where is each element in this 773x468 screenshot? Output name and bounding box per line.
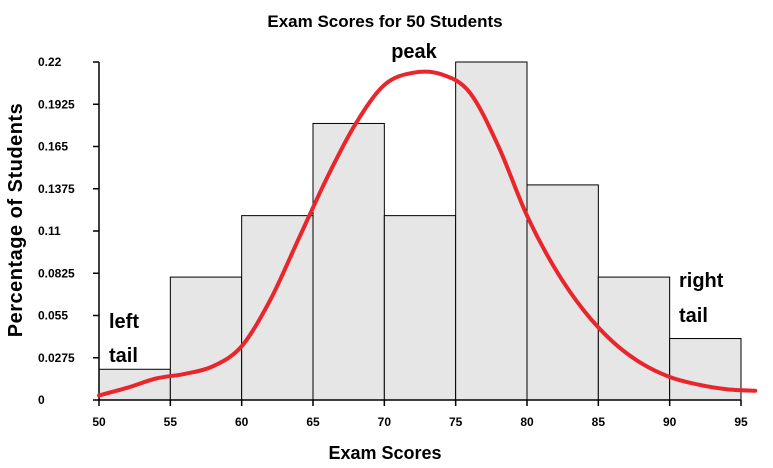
y-tick-label-0: 0 — [38, 393, 45, 407]
y-tick-label-3: 0.0825 — [38, 266, 75, 280]
x-tick-label-4: 70 — [378, 415, 392, 429]
x-tick-label-2: 60 — [235, 415, 249, 429]
histogram-bars — [98, 61, 742, 401]
histogram-bar-60-65 — [241, 215, 314, 401]
histogram-bar-75-80 — [455, 61, 528, 401]
x-tick-label-0: 50 — [92, 415, 106, 429]
annotation-right-tail-line1: right — [679, 270, 724, 292]
y-ticks: 0 0.0275 0.055 0.0825 0.11 0.1375 0.165 0.1925 0… — [38, 55, 99, 407]
annotation-right-tail-line2: tail — [679, 305, 708, 327]
x-tick-label-3: 65 — [306, 415, 320, 429]
y-tick-label-5: 0.1375 — [38, 182, 75, 196]
x-ticks: 50 55 60 65 70 75 80 85 90 95 — [92, 400, 748, 429]
x-axis-label: Exam Scores — [328, 443, 441, 463]
y-tick-label-6: 0.165 — [38, 140, 68, 154]
y-tick-label-1: 0.0275 — [38, 351, 75, 365]
y-tick-label-8: 0.22 — [38, 55, 62, 69]
histogram-bar-80-85 — [526, 184, 599, 401]
histogram-bar-70-75 — [383, 215, 457, 401]
x-tick-label-1: 55 — [164, 415, 178, 429]
x-tick-label-6: 80 — [520, 415, 534, 429]
x-tick-label-5: 75 — [449, 415, 463, 429]
x-tick-label-8: 90 — [663, 415, 677, 429]
annotation-peak: peak — [391, 41, 437, 63]
annotation-left-tail-line2: tail — [109, 345, 138, 367]
y-tick-label-2: 0.055 — [38, 309, 68, 323]
histogram-bar-65-70 — [312, 122, 385, 401]
annotation-left-tail-line1: left — [109, 311, 139, 333]
y-tick-label-4: 0.11 — [38, 224, 61, 238]
x-tick-label-9: 95 — [734, 415, 748, 429]
y-tick-label-7: 0.1925 — [38, 97, 75, 111]
distribution-curve — [97, 69, 758, 398]
x-tick-label-7: 85 — [592, 415, 606, 429]
histogram-bar-55-60 — [169, 276, 243, 401]
y-axis-label: Percentage of Students — [5, 103, 27, 337]
chart-title: Exam Scores for 50 Students — [267, 12, 502, 31]
